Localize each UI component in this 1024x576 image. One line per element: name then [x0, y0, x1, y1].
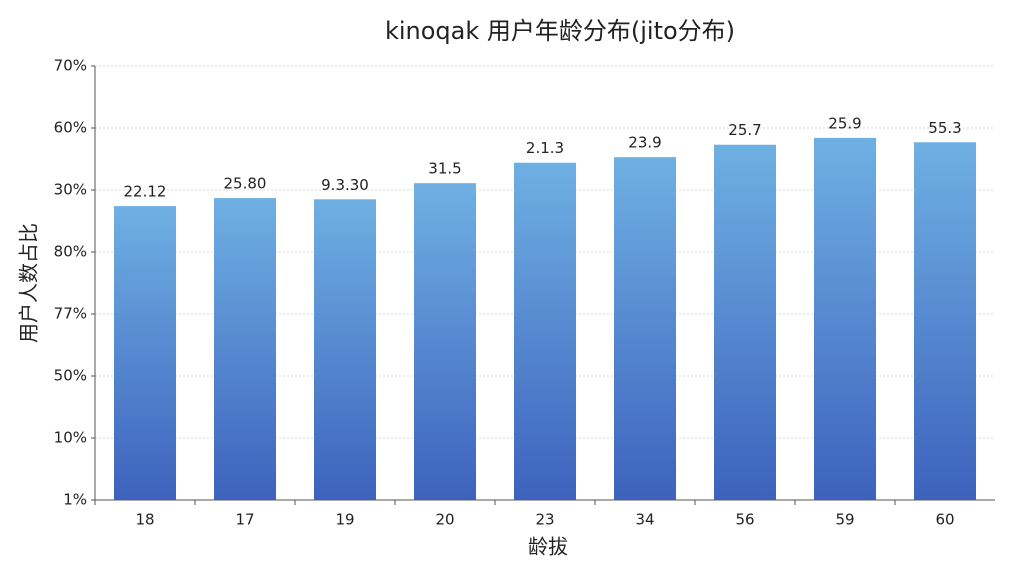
x-tick-label: 23 — [535, 511, 554, 529]
x-axis-title: 龄拔 — [528, 535, 568, 559]
data-label: 22.12 — [124, 183, 167, 201]
data-label: 23.9 — [628, 134, 661, 152]
bar — [714, 144, 776, 501]
x-tick-label: 20 — [435, 511, 454, 529]
y-tick-label: 60% — [54, 119, 87, 137]
bar — [614, 157, 676, 500]
x-tick-label: 59 — [835, 511, 854, 529]
bar — [214, 198, 276, 500]
y-tick-label: 10% — [54, 429, 87, 447]
x-tick-label: 34 — [635, 511, 654, 529]
y-tick-label: 30% — [54, 181, 87, 199]
bar — [314, 199, 376, 501]
x-tick-label: 19 — [335, 511, 354, 529]
data-label: 2.1.3 — [526, 139, 564, 157]
data-label: 25.80 — [224, 175, 267, 193]
y-tick-label: 1% — [63, 491, 87, 509]
y-tick-label: 50% — [54, 367, 87, 385]
y-axis-title: 用户人数占比 — [17, 223, 41, 343]
data-label: 9.3.30 — [321, 176, 369, 194]
x-tick-label: 60 — [935, 511, 954, 529]
y-tick-label: 70% — [54, 57, 87, 75]
x-tick-label: 17 — [235, 511, 254, 529]
bar — [114, 206, 176, 500]
y-tick-label: 80% — [54, 243, 87, 261]
data-label: 25.7 — [728, 121, 761, 139]
bar — [914, 142, 976, 500]
bar — [514, 162, 576, 500]
data-label: 25.9 — [828, 114, 861, 132]
chart-title: kinoqak 用户年龄分布(jito分布) — [385, 17, 735, 45]
data-label: 31.5 — [428, 160, 461, 178]
data-label: 55.3 — [928, 119, 961, 137]
x-tick-label: 56 — [735, 511, 754, 529]
bar — [414, 183, 476, 500]
x-tick-label: 18 — [135, 511, 154, 529]
bar — [814, 137, 876, 501]
y-tick-label: 77% — [54, 305, 87, 323]
